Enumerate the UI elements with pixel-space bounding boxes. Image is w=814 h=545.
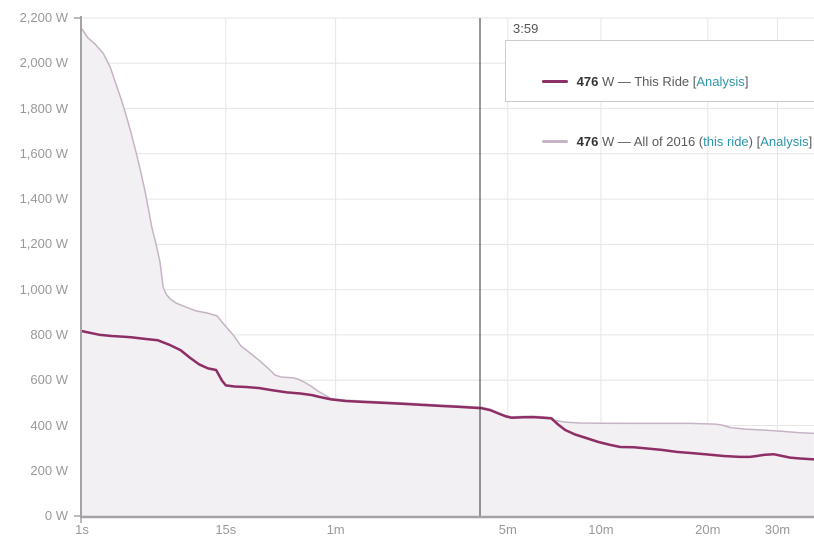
all-2016-curve[interactable] [81,28,814,435]
y-axis-tick-label: 2,000 W [19,55,68,71]
all-2016-bracket-mid: ) [ [748,134,761,149]
x-axis-tick-label: 1m [326,522,345,537]
this-ride-label: W — This Ride [ [598,74,697,89]
y-axis-tick-label: 800 W [30,326,68,342]
y-axis-tick-label: 400 W [30,417,68,433]
y-axis-tick-label: 1,200 W [19,236,68,252]
x-axis-tick-label: 5m [498,522,517,537]
x-axis-tick-label: 30m [764,522,791,537]
y-axis-tick-label: 0 W [44,508,68,523]
all-2016-value: 476 [576,134,599,149]
y-axis-tick-label: 1,800 W [19,100,68,116]
x-axis-tick-label: 10m [588,522,614,537]
all-2016-analysis-link[interactable]: Analysis [760,134,809,149]
cursor-time-label: 3:59 [513,21,539,36]
this-ride-value: 476 [576,74,599,89]
this-ride-curve[interactable] [80,329,814,461]
y-axis-tick-label: 600 W [30,372,68,388]
y-axis-tick-label: 1,000 W [19,281,68,297]
all-2016-swatch-icon [541,140,568,143]
all-2016-area-fill [82,29,814,516]
this-ride-swatch-icon [541,80,568,83]
all-2016-label: W — All of 2016 ( [598,134,704,149]
all-2016-bracket: ] [808,134,813,149]
this-ride-bracket: ] [744,74,749,89]
legend-row-this-ride: 476 W — This Ride [Analysis] [520,52,814,112]
all-2016-this-ride-link[interactable]: this ride [703,134,749,149]
y-axis-tick-label: 2,200 W [19,10,68,25]
this-ride-analysis-link[interactable]: Analysis [696,74,745,89]
y-axis-tick-label: 1,400 W [19,191,68,207]
x-axis-tick-label: 20m [695,522,721,537]
y-axis-tick-label: 1,600 W [19,145,68,161]
legend-box: 476 W — This Ride [Analysis] 476 W — All… [505,40,814,149]
x-axis-tick-label: 1s [75,522,89,537]
legend-row-all-2016: 476 W — All of 2016 (this ride) [Analysi… [520,112,814,172]
y-axis-tick-label: 200 W [30,462,68,478]
x-axis-tick-label: 15s [215,522,237,537]
